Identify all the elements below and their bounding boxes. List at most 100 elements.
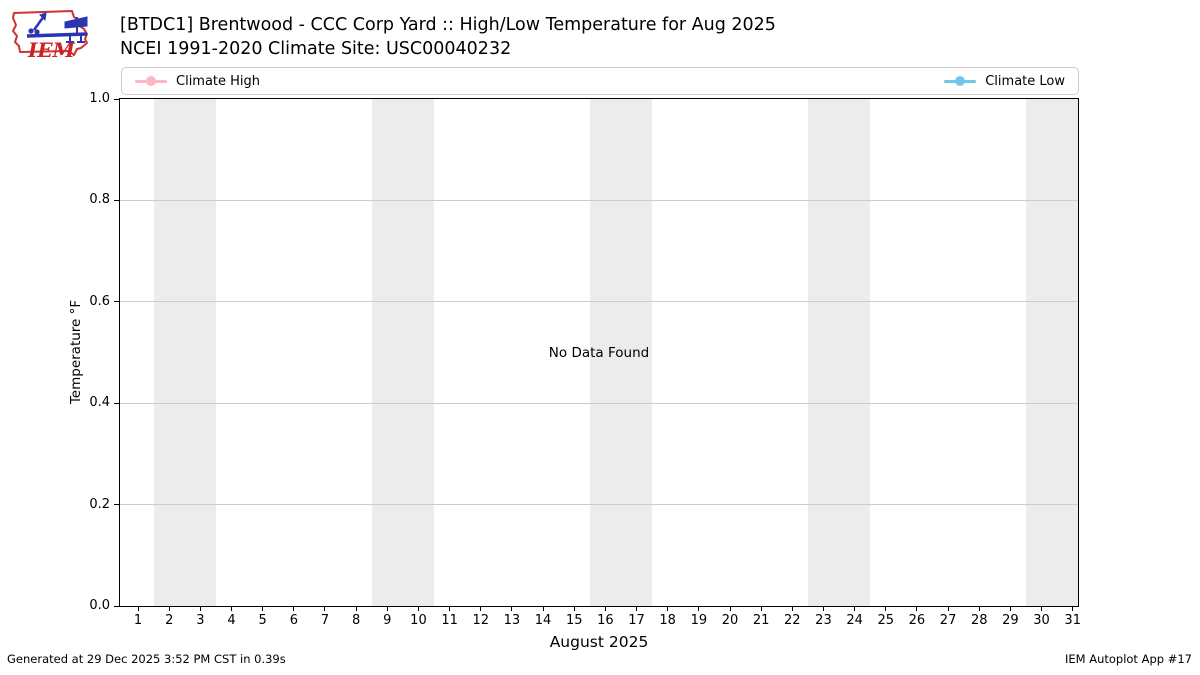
x-axis-label: August 2025	[549, 633, 649, 651]
x-tick-label: 29	[1002, 613, 1019, 628]
weekend-band	[153, 99, 216, 606]
legend-entry: Climate Low	[944, 74, 1065, 89]
y-tick-mark	[114, 402, 119, 404]
x-tick-label: 11	[441, 613, 458, 628]
y-gridline	[120, 504, 1078, 506]
y-tick-mark	[114, 98, 119, 100]
x-tick-mark	[729, 607, 731, 611]
x-tick-mark	[386, 607, 388, 611]
x-tick-label: 19	[690, 613, 708, 628]
x-tick-label: 1	[133, 613, 143, 628]
x-tick-label: 3	[196, 613, 205, 628]
x-tick-label: 16	[597, 613, 614, 628]
weather-vane-icon	[26, 12, 88, 43]
x-tick-label: 28	[970, 613, 988, 628]
y-tick-label: 0.4	[89, 395, 110, 411]
iem-logo-text: IEM	[27, 38, 76, 62]
x-tick-mark	[698, 607, 700, 611]
x-tick-mark	[355, 607, 357, 611]
x-tick-mark	[885, 607, 887, 611]
x-tick-label: 15	[565, 613, 583, 628]
y-tick-label: 0.6	[89, 293, 110, 309]
x-tick-mark	[199, 607, 201, 611]
weekend-band	[589, 99, 653, 606]
x-tick-mark	[604, 607, 606, 611]
x-tick-label: 21	[752, 613, 770, 628]
x-tick-label: 18	[659, 613, 676, 628]
x-tick-mark	[1041, 607, 1043, 611]
plot-area: 0.0 0.2 0.4 0.6 0.8 1.0 1 2 3 4 5 6 7 8 9 10 11 12 13 14 15 1…	[89, 91, 1081, 628]
x-tick-mark	[791, 607, 793, 611]
x-tick-mark	[262, 607, 264, 611]
x-tick-mark	[760, 607, 762, 611]
climate-high-marker-icon	[135, 76, 167, 87]
x-tick-label: 24	[846, 613, 863, 628]
x-tick-mark	[947, 607, 949, 611]
x-tick-mark	[916, 607, 918, 611]
x-tick-mark	[137, 607, 139, 611]
x-tick-mark	[667, 607, 669, 611]
x-tick-mark	[324, 607, 326, 611]
legend: Climate High Climate Low	[121, 67, 1079, 95]
app-credit: IEM Autoplot App #17	[1064, 652, 1192, 666]
x-tick-mark	[231, 607, 233, 611]
x-tick-mark	[293, 607, 295, 611]
generated-timestamp: Generated at 29 Dec 2025 3:52 PM CST in …	[7, 652, 286, 666]
y-tick-label: 0.2	[89, 496, 110, 512]
title-block: [BTDC1] Brentwood - CCC Corp Yard :: Hig…	[120, 14, 776, 61]
x-tick-label: 26	[908, 613, 926, 628]
x-tick-mark	[480, 607, 482, 611]
x-tick-label: 8	[352, 613, 361, 628]
weekend-band	[371, 99, 435, 606]
y-gridline	[120, 402, 1078, 404]
y-tick-label: 0.0	[89, 598, 110, 613]
y-gridline	[120, 301, 1078, 303]
x-tick-mark	[1009, 607, 1011, 611]
x-tick-label: 6	[289, 613, 298, 628]
y-axis-label: Temperature °F	[68, 299, 84, 405]
chart-title: [BTDC1] Brentwood - CCC Corp Yard :: Hig…	[120, 15, 776, 35]
y-tick-mark	[114, 199, 119, 201]
y-tick-label: 0.8	[89, 192, 110, 208]
x-tick-label: 14	[534, 613, 552, 628]
y-tick-mark	[114, 605, 119, 607]
x-tick-label: 12	[472, 613, 490, 628]
legend-label-climate-low: Climate Low	[985, 73, 1065, 89]
x-tick-label: 9	[383, 613, 392, 628]
weekend-band	[1025, 99, 1078, 606]
x-tick-label: 2	[165, 613, 174, 628]
y-tick-mark	[114, 504, 119, 506]
iem-logo: IEM	[12, 10, 88, 62]
y-gridline	[120, 199, 1078, 201]
x-tick-label: 22	[784, 613, 801, 628]
x-tick-label: 31	[1064, 613, 1081, 628]
x-tick-mark	[168, 607, 170, 611]
y-tick-label: 1.0	[89, 91, 110, 106]
x-tick-label: 30	[1033, 613, 1050, 628]
chart-subtitle: NCEI 1991-2020 Climate Site: USC00040232	[120, 38, 512, 59]
y-tick-mark	[114, 301, 119, 303]
x-tick-label: 23	[815, 613, 832, 628]
x-tick-label: 27	[939, 613, 957, 628]
x-tick-label: 4	[227, 613, 236, 628]
weekend-band	[807, 99, 871, 606]
x-tick-mark	[417, 607, 419, 611]
x-tick-label: 25	[877, 613, 895, 628]
x-tick-mark	[511, 607, 513, 611]
climate-low-marker-icon	[944, 76, 977, 87]
x-tick-label: 17	[628, 613, 645, 628]
x-tick-mark	[636, 607, 638, 611]
x-tick-mark	[978, 607, 980, 611]
x-tick-label: 7	[320, 613, 330, 628]
x-tick-label: 10	[410, 613, 427, 628]
x-tick-mark	[854, 607, 856, 611]
x-tick-label: 5	[258, 613, 267, 628]
legend-entry: Climate High	[135, 74, 260, 89]
x-tick-mark	[822, 607, 824, 611]
no-data-message: No Data Found	[548, 344, 650, 361]
x-tick-mark	[542, 607, 544, 611]
x-tick-label: 13	[503, 613, 521, 628]
x-tick-mark	[449, 607, 451, 611]
x-tick-mark	[1072, 607, 1074, 611]
